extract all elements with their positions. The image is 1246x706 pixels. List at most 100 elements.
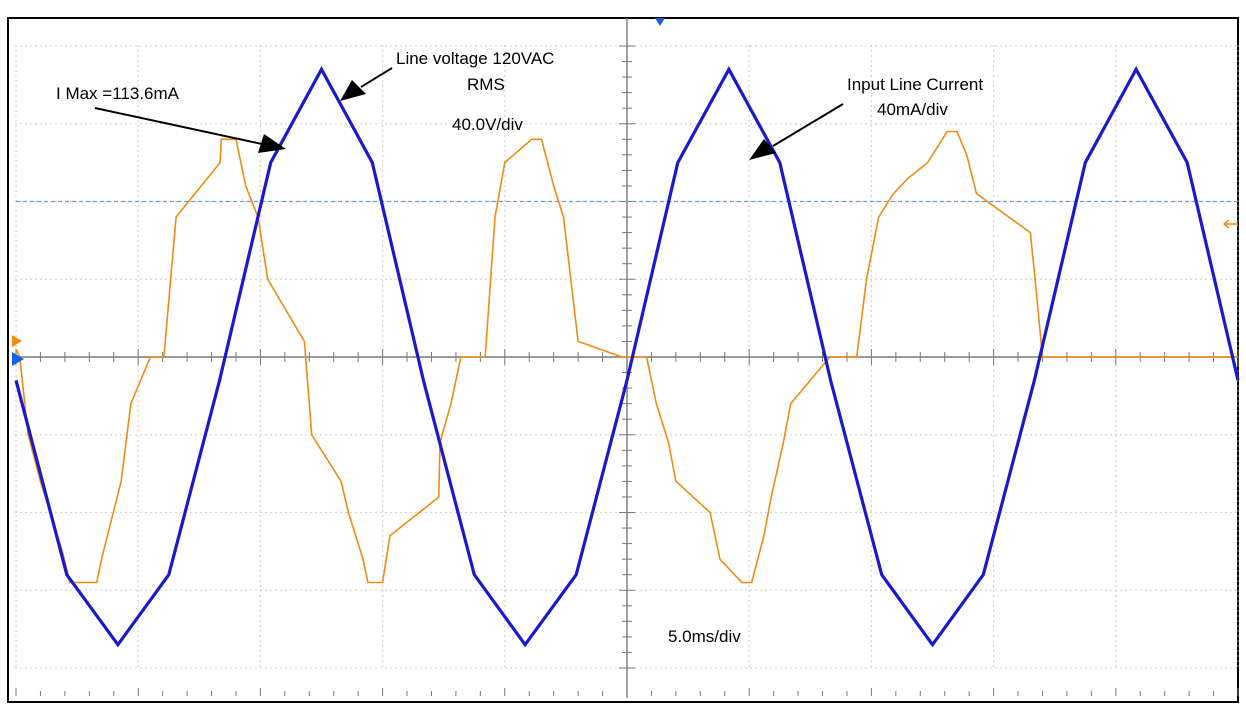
grid-dot bbox=[690, 45, 692, 47]
grid-dot bbox=[600, 511, 602, 514]
grid-dot bbox=[748, 85, 750, 87]
grid-dot bbox=[220, 45, 222, 47]
grid-dot bbox=[650, 589, 652, 591]
grid-dot bbox=[775, 434, 777, 436]
grid-dot bbox=[135, 667, 137, 669]
grid-dot bbox=[475, 589, 477, 591]
grid-dot bbox=[215, 45, 217, 47]
grid-dot bbox=[375, 45, 377, 47]
grid-dot bbox=[1225, 278, 1227, 280]
grid-dot bbox=[504, 115, 506, 117]
grid-dot bbox=[1115, 615, 1117, 617]
grid-dot bbox=[85, 667, 87, 669]
grid-dot bbox=[1115, 220, 1117, 222]
grid-dot bbox=[382, 100, 384, 102]
grid-dot bbox=[748, 470, 750, 472]
grid-dot bbox=[690, 123, 692, 125]
grid-dot bbox=[1210, 200, 1212, 203]
grid-dot bbox=[425, 589, 427, 591]
grid-dot bbox=[259, 315, 261, 317]
grid-dot bbox=[1237, 110, 1239, 112]
grid-dot bbox=[259, 375, 261, 377]
grid-dot bbox=[370, 123, 372, 125]
grid-dot bbox=[110, 45, 112, 47]
grid-dot bbox=[1155, 434, 1157, 436]
grid-dot bbox=[1237, 80, 1239, 82]
grid-dot bbox=[255, 589, 257, 591]
grid-dot bbox=[137, 220, 139, 222]
grid-dot bbox=[137, 425, 139, 427]
grid-dot bbox=[495, 45, 497, 47]
grid-dot bbox=[1140, 511, 1142, 514]
grid-dot bbox=[340, 589, 342, 591]
grid-dot bbox=[755, 434, 757, 436]
grid-dot bbox=[560, 434, 562, 436]
grid-dot bbox=[330, 511, 332, 514]
grid-dot bbox=[870, 589, 872, 591]
grid-dot bbox=[125, 667, 127, 669]
grid-dot bbox=[993, 615, 995, 617]
grid-dot bbox=[504, 490, 506, 492]
grid-dot bbox=[259, 570, 261, 572]
grid-dot bbox=[695, 278, 697, 280]
grid-dot bbox=[405, 278, 407, 280]
grid-dot bbox=[1220, 278, 1222, 280]
grid-dot bbox=[340, 511, 342, 514]
grid-dot bbox=[259, 540, 261, 542]
grid-dot bbox=[748, 620, 750, 622]
grid-dot bbox=[382, 85, 384, 87]
grid-dot bbox=[15, 195, 17, 197]
grid-dot bbox=[340, 667, 342, 669]
grid-dot bbox=[870, 195, 872, 197]
grid-dot bbox=[993, 320, 995, 322]
grid-dot bbox=[245, 278, 247, 280]
grid-dot bbox=[870, 315, 872, 317]
grid-dot bbox=[980, 667, 982, 669]
grid-dot bbox=[885, 45, 887, 47]
grid-dot bbox=[993, 495, 995, 497]
grid-dot bbox=[275, 589, 277, 591]
grid-dot bbox=[655, 278, 657, 280]
grid-dot bbox=[45, 667, 47, 669]
grid-dot bbox=[504, 315, 506, 317]
grid-dot bbox=[850, 278, 852, 280]
grid-dot bbox=[645, 589, 647, 591]
grid-dot bbox=[385, 123, 387, 125]
grid-dot bbox=[265, 123, 267, 125]
grid-dot bbox=[940, 45, 942, 47]
grid-dot bbox=[993, 270, 995, 272]
grid-dot bbox=[1115, 345, 1117, 347]
grid-dot bbox=[825, 123, 827, 125]
grid-dot bbox=[595, 511, 597, 514]
grid-dot bbox=[504, 180, 506, 182]
grid-dot bbox=[504, 60, 506, 62]
grid-dot bbox=[1237, 455, 1239, 457]
grid-dot bbox=[15, 545, 17, 547]
grid-dot bbox=[1115, 565, 1117, 567]
grid-dot bbox=[137, 575, 139, 577]
grid-dot bbox=[160, 589, 162, 591]
grid-dot bbox=[1070, 200, 1072, 203]
grid-dot bbox=[380, 45, 382, 47]
grid-dot bbox=[504, 120, 506, 122]
grid-dot bbox=[15, 185, 17, 187]
grid-dot bbox=[1055, 278, 1057, 280]
grid-dot bbox=[765, 278, 767, 280]
grid-dot bbox=[70, 200, 72, 203]
grid-dot bbox=[504, 225, 506, 227]
grid-dot bbox=[830, 278, 832, 280]
grid-dot bbox=[345, 45, 347, 47]
grid-dot bbox=[270, 511, 272, 514]
grid-dot bbox=[335, 434, 337, 436]
grid-dot bbox=[105, 667, 107, 669]
grid-dot bbox=[15, 590, 17, 592]
grid-dot bbox=[1080, 434, 1082, 436]
grid-dot bbox=[1115, 120, 1117, 122]
grid-dot bbox=[259, 240, 261, 242]
grid-dot bbox=[75, 123, 77, 125]
grid-dot bbox=[460, 434, 462, 436]
grid-dot bbox=[504, 560, 506, 562]
grid-dot bbox=[135, 123, 137, 125]
grid-dot bbox=[760, 45, 762, 47]
grid-dot bbox=[155, 278, 157, 280]
